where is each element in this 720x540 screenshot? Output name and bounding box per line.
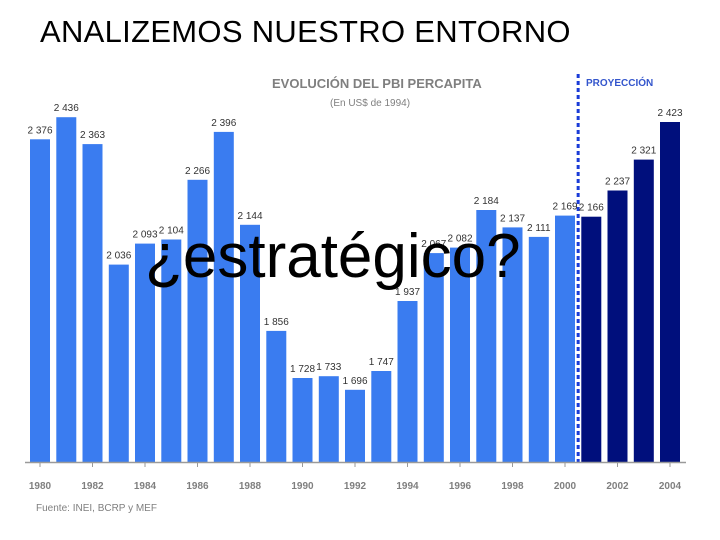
value-label-1982: 2 363 — [80, 130, 105, 141]
bar-1988 — [240, 224, 260, 462]
tick-label-1998: 1998 — [501, 481, 524, 492]
tick-label-1986: 1986 — [186, 481, 209, 492]
value-label-2004: 2 423 — [657, 108, 682, 119]
x-axis-ticks: 1980 1982 1984 1986 1988 1990 1992 1994 1996 1998… — [29, 462, 682, 492]
tick-label-1980: 1980 — [29, 481, 52, 492]
tick-label-2000: 2000 — [554, 481, 577, 492]
bar-1981 — [56, 117, 77, 462]
bar-1986 — [187, 179, 208, 463]
value-label-1999: 2 111 — [527, 223, 551, 234]
slide-title: ANALIZEMOS NUESTRO ENTORNO — [40, 14, 571, 49]
value-label-1981: 2 436 — [54, 103, 79, 114]
tick-label-1990: 1990 — [291, 481, 314, 492]
bar-1995 — [423, 253, 444, 462]
value-label-2002: 2 237 — [605, 177, 630, 188]
bar-1989 — [266, 330, 287, 462]
value-label-1985: 2 104 — [159, 226, 184, 237]
value-label-1991: 1 733 — [316, 362, 341, 373]
overlay-question: ¿estratégico? — [145, 222, 521, 291]
value-label-1986: 2 266 — [185, 166, 210, 177]
value-label-2003: 2 321 — [631, 146, 656, 157]
bar-2004 — [660, 122, 680, 462]
value-label-1994: 1 937 — [395, 287, 420, 298]
tick-label-1992: 1992 — [344, 481, 367, 492]
bar-1999 — [528, 236, 549, 462]
bar-1991 — [318, 376, 339, 462]
value-label-1993: 1 747 — [369, 357, 394, 368]
value-label-1983: 2 036 — [106, 251, 131, 262]
bar-1990 — [292, 378, 313, 462]
tick-label-1996: 1996 — [449, 481, 472, 492]
bar-2002 — [607, 190, 628, 462]
value-label-2001: 2 166 — [579, 203, 604, 214]
bar-1993 — [371, 371, 392, 462]
value-label-1996: 2 082 — [447, 234, 472, 245]
source-note: Fuente: INEI, BCRP y MEF — [36, 503, 157, 514]
bar-1983 — [108, 264, 129, 462]
value-label-1988: 2 144 — [237, 211, 262, 222]
tick-label-1984: 1984 — [134, 481, 157, 492]
bar-1985 — [161, 239, 182, 462]
tick-label-1994: 1994 — [396, 481, 419, 492]
tick-label-1988: 1988 — [239, 481, 262, 492]
bar-1998 — [502, 227, 523, 462]
value-label-2000: 2 169 — [552, 202, 577, 213]
value-label-1995: 2 067 — [421, 239, 446, 250]
bar-1992 — [345, 389, 365, 462]
bars-group — [30, 117, 680, 463]
tick-label-1982: 1982 — [81, 481, 104, 492]
chart-subtitle: (En US$ de 1994) — [330, 98, 410, 109]
bar-2000 — [555, 215, 575, 462]
value-label-1998: 2 137 — [500, 213, 525, 224]
bar-1997 — [476, 210, 497, 462]
bar-1996 — [450, 247, 470, 462]
chart-title: EVOLUCIÓN DEL PBI PERCAPITA — [272, 76, 482, 91]
tick-label-2004: 2004 — [659, 481, 682, 492]
projection-label: PROYECCIÓN — [586, 76, 653, 89]
bar-1987 — [213, 131, 234, 462]
value-label-1984: 2 093 — [132, 230, 157, 241]
tick-label-2002: 2002 — [606, 481, 629, 492]
bar-1980 — [30, 139, 50, 463]
bar-2001 — [581, 216, 602, 462]
bar-2003 — [633, 159, 654, 462]
value-label-1997: 2 184 — [474, 196, 499, 207]
bar-1994 — [397, 301, 418, 462]
value-label-1989: 1 856 — [264, 317, 289, 328]
value-label-1990: 1 728 — [290, 364, 315, 375]
value-label-1992: 1 696 — [342, 376, 367, 387]
value-label-1987: 2 396 — [211, 118, 236, 129]
value-label-1980: 2 376 — [27, 125, 52, 136]
bar-1982 — [82, 144, 103, 462]
bar-1984 — [135, 243, 155, 462]
